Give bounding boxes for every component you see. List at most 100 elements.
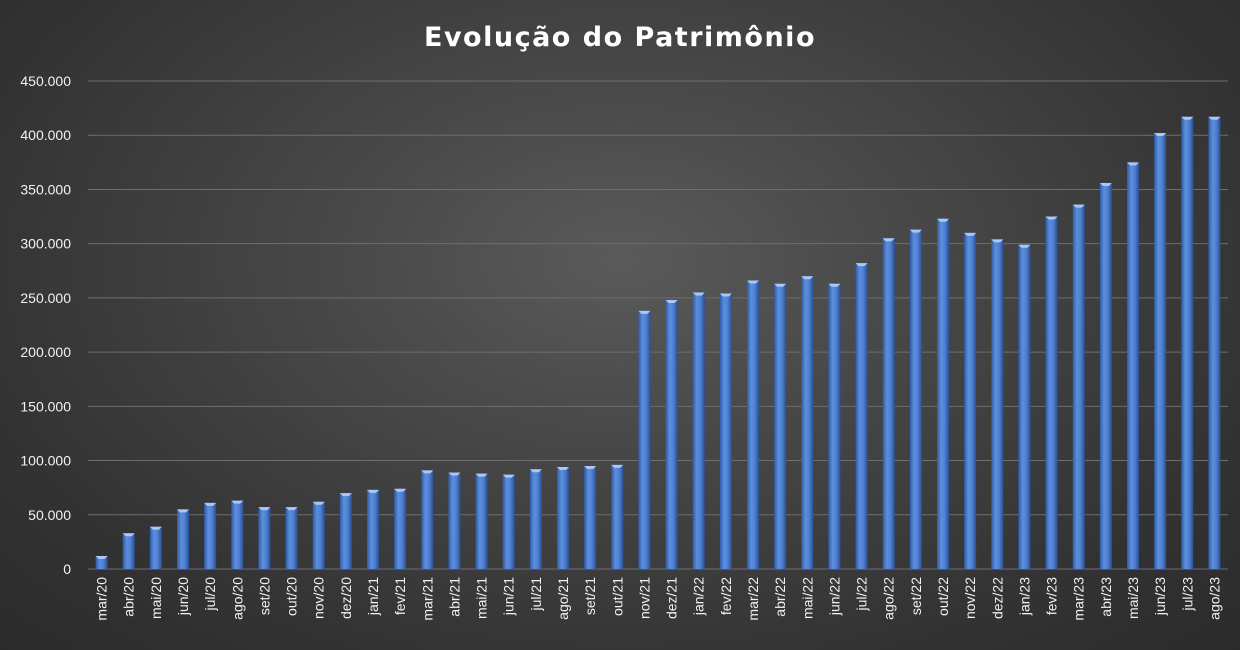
bar [557, 467, 569, 569]
bar-top-bevel [991, 239, 1004, 243]
y-tick-label: 300.000 [20, 236, 71, 252]
bar-body [339, 493, 352, 569]
bar-body [177, 509, 189, 569]
bar-top-bevel [1045, 216, 1058, 220]
bar-top-bevel [1072, 204, 1085, 208]
bar [1154, 133, 1167, 569]
bar-body [692, 292, 705, 569]
bar-top-bevel [394, 488, 407, 492]
bar-top-bevel [285, 507, 298, 511]
x-tick-label: set/22 [908, 577, 924, 615]
y-tick-label: 350.000 [20, 181, 71, 197]
x-tick-label: dez/20 [338, 577, 354, 619]
bar-body [882, 238, 895, 569]
bar [1127, 162, 1139, 570]
bars [95, 116, 1221, 570]
bar-body [1208, 116, 1221, 569]
bar [665, 300, 678, 569]
bar-body [747, 280, 759, 569]
bar-top-bevel [665, 300, 678, 304]
bar [367, 489, 379, 569]
x-tick-label: jul/22 [854, 577, 870, 612]
bar [285, 507, 298, 569]
bar-top-bevel [204, 502, 217, 506]
x-tick-label: dez/22 [989, 577, 1005, 619]
bar [964, 232, 977, 570]
bar [231, 500, 244, 569]
bar [529, 469, 542, 569]
y-tick-label: 450.000 [20, 73, 71, 89]
bar-top-bevel [95, 555, 108, 559]
bar-body [801, 276, 814, 569]
bar-body [231, 500, 244, 569]
x-axis-ticks: mar/20 abr/20 mai/20 jun/20 jul/20 ago/20 set/… [94, 577, 1223, 621]
bar-body [638, 310, 651, 569]
x-tick-label: ago/23 [1206, 577, 1222, 620]
bar-top-bevel [1018, 244, 1031, 248]
bar [774, 283, 787, 569]
bar [828, 283, 841, 569]
bar [855, 263, 868, 569]
x-tick-label: out/21 [609, 577, 625, 616]
x-tick-label: abr/21 [446, 577, 462, 617]
bar-body [828, 283, 841, 569]
x-tick-label: fev/21 [392, 577, 408, 615]
bar [584, 465, 597, 569]
bar-body [1045, 216, 1058, 570]
bar [882, 238, 895, 569]
bar-body [937, 218, 949, 570]
bar-top-bevel [801, 276, 814, 280]
y-tick-label: 50.000 [28, 507, 71, 523]
x-tick-label: ago/22 [881, 577, 897, 620]
bar [1045, 216, 1058, 570]
bar [339, 493, 352, 569]
bar-top-bevel [937, 218, 949, 222]
gridlines [88, 80, 1228, 570]
x-tick-label: jul/23 [1179, 577, 1195, 612]
bar-top-bevel [529, 469, 542, 473]
y-tick-label: 250.000 [20, 290, 71, 306]
x-tick-label: abr/20 [121, 577, 137, 617]
bar-body [964, 232, 977, 570]
bar-top-bevel [882, 238, 895, 242]
bar [692, 292, 705, 569]
bar-body [1018, 244, 1031, 570]
bar-top-bevel [774, 283, 787, 287]
bar [1018, 244, 1031, 570]
bar-body [774, 283, 787, 569]
bar-body [1072, 204, 1085, 570]
bar [1072, 204, 1085, 570]
bar-body [149, 526, 162, 569]
bar-top-bevel [747, 280, 759, 284]
x-tick-label: jan/23 [1016, 577, 1032, 616]
bar-body [448, 472, 461, 569]
bar-body [909, 229, 922, 569]
bar [394, 488, 407, 569]
bar [149, 526, 162, 569]
bar-top-bevel [421, 470, 434, 474]
bar-top-bevel [231, 500, 244, 504]
bar-body [584, 465, 597, 569]
bar-body [367, 489, 379, 569]
y-tick-label: 400.000 [20, 127, 71, 143]
bar-body [991, 239, 1004, 569]
bar-top-bevel [1208, 116, 1221, 120]
bar-body [122, 533, 135, 569]
bar [258, 507, 271, 569]
bar-top-bevel [964, 232, 977, 236]
x-tick-label: mai/23 [1125, 577, 1141, 619]
bar-body [1099, 182, 1112, 569]
x-tick-label: jan/22 [691, 577, 707, 616]
bar [204, 502, 217, 569]
bar-top-bevel [557, 467, 569, 471]
bar-body [557, 467, 569, 569]
bar [611, 464, 624, 569]
x-tick-label: dez/21 [664, 577, 680, 619]
bar [1208, 116, 1221, 569]
bar-top-bevel [339, 493, 352, 497]
bar-body [1127, 162, 1139, 570]
x-tick-label: mai/21 [474, 577, 490, 619]
bar [747, 280, 759, 569]
